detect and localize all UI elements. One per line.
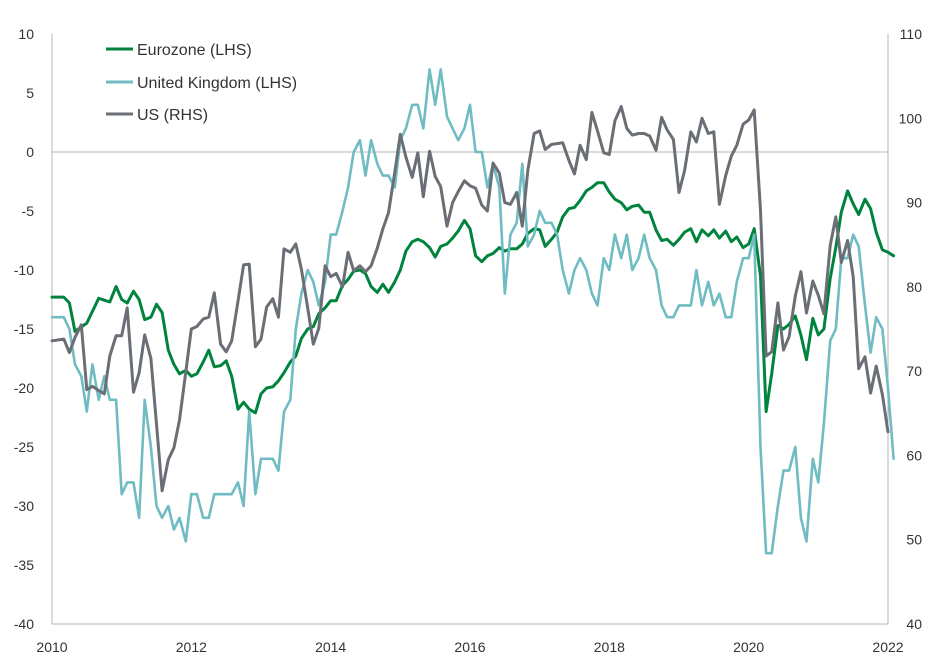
- x-tick-label: 2018: [594, 639, 625, 655]
- x-tick-label: 2022: [872, 639, 903, 655]
- series-line-1: [50, 181, 896, 415]
- legend-label: Eurozone (LHS): [137, 42, 252, 59]
- y-right-tick-label: 80: [906, 279, 922, 295]
- y-right-tick-label: 50: [906, 532, 922, 548]
- x-tick-label: 2010: [36, 639, 67, 655]
- y-right-tick-label: 70: [906, 363, 922, 379]
- y-right-tick-label: 90: [906, 195, 922, 211]
- x-tick-label: 2016: [454, 639, 485, 655]
- series-line-2: [50, 68, 895, 555]
- y-left-tick-label: -10: [14, 262, 34, 278]
- y-right-tick-label: 110: [900, 26, 923, 42]
- axes: 1050-5-10-15-20-25-30-35-401101009080706…: [14, 26, 922, 655]
- legend: Eurozone (LHS) United Kingdom (LHS) US (RH…: [106, 42, 297, 124]
- legend-label: US (RHS): [137, 107, 208, 124]
- y-left-tick-label: 5: [26, 85, 34, 101]
- y-left-tick-label: -30: [14, 498, 34, 514]
- y-right-tick-label: 60: [906, 447, 922, 463]
- y-right-tick-label: 100: [899, 110, 923, 126]
- y-left-tick-label: 10: [18, 26, 34, 42]
- y-left-tick-label: -20: [14, 380, 34, 396]
- y-left-tick-label: -25: [14, 439, 34, 455]
- x-tick-label: 2014: [315, 639, 346, 655]
- x-tick-label: 2012: [176, 639, 207, 655]
- y-left-tick-label: -40: [14, 616, 34, 632]
- y-right-tick-label: 40: [906, 616, 922, 632]
- y-left-tick-label: -35: [14, 557, 34, 573]
- y-left-tick-label: -5: [22, 203, 35, 219]
- y-left-tick-label: 0: [26, 144, 34, 160]
- series-lines: [50, 68, 896, 555]
- x-tick-label: 2020: [733, 639, 764, 655]
- series-line-3: [50, 105, 890, 493]
- y-left-tick-label: -15: [14, 321, 34, 337]
- legend-label: United Kingdom (LHS): [137, 75, 297, 92]
